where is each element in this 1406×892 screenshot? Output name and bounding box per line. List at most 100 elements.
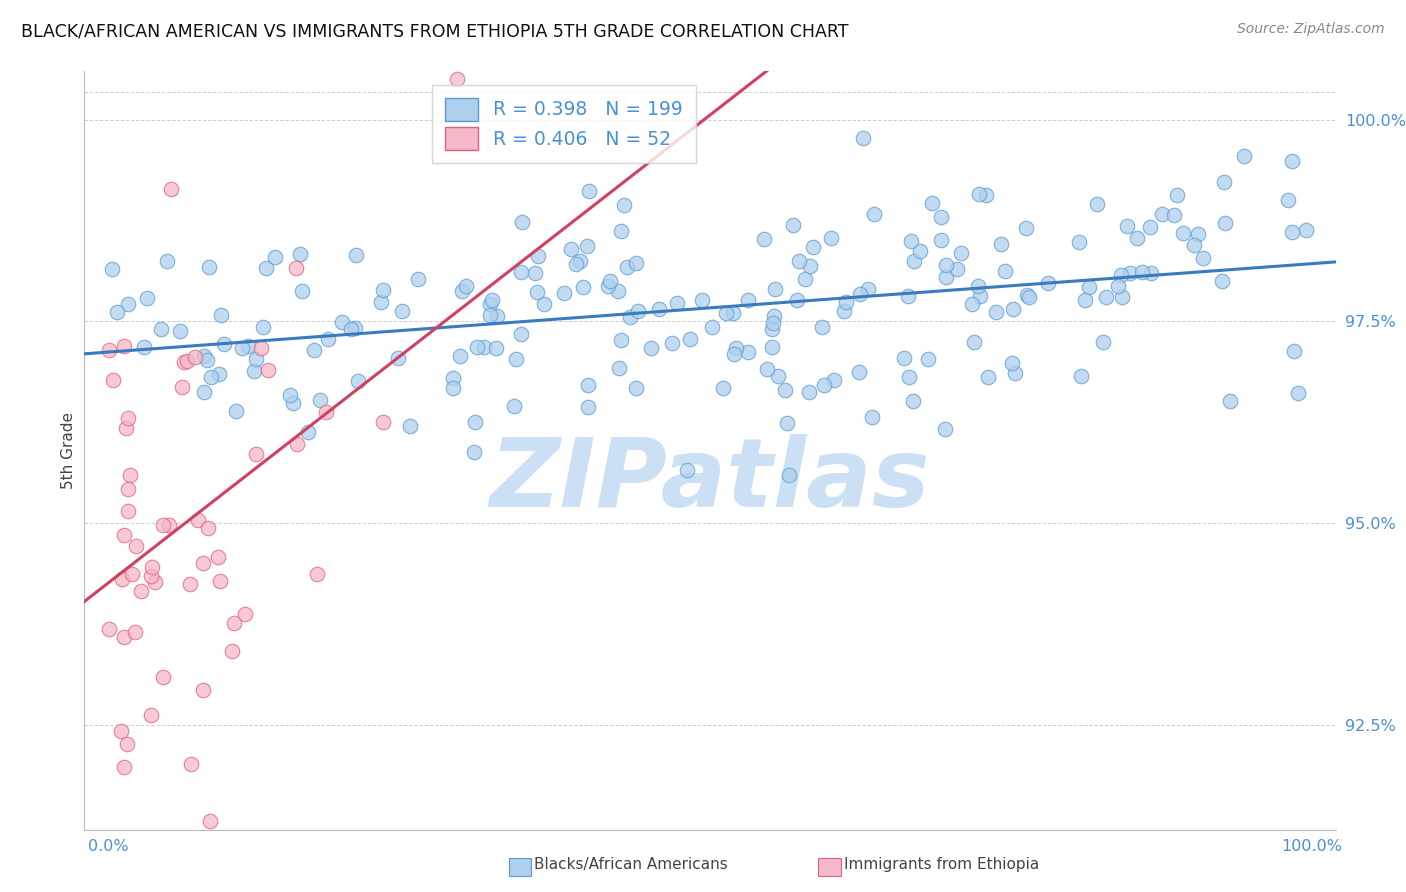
Point [176, 354, 198, 368]
Point [576, 400, 599, 414]
Point [156, 253, 179, 268]
Point [986, 304, 1008, 318]
Point [149, 322, 172, 336]
Point [1284, 344, 1306, 359]
Point [117, 411, 139, 425]
Point [200, 814, 222, 829]
Point [117, 737, 139, 751]
Point [235, 607, 257, 622]
Point [1125, 231, 1147, 245]
Point [398, 419, 420, 434]
Point [141, 569, 163, 583]
Point [370, 295, 392, 310]
Point [527, 248, 550, 262]
Point [1166, 188, 1188, 202]
Point [737, 293, 759, 308]
Point [950, 246, 973, 260]
Point [503, 399, 526, 413]
Point [616, 260, 638, 274]
Point [193, 385, 215, 400]
Point [278, 388, 301, 402]
Point [813, 378, 835, 392]
Point [1163, 208, 1185, 222]
Point [852, 130, 875, 145]
Point [184, 350, 207, 364]
Point [1018, 290, 1040, 304]
Point [472, 340, 495, 354]
Point [1281, 154, 1303, 169]
Point [900, 235, 922, 249]
Point [993, 264, 1015, 278]
Point [304, 343, 326, 357]
Text: BLACK/AFRICAN AMERICAN VS IMMIGRANTS FROM ETHIOPIA 5TH GRADE CORRELATION CHART: BLACK/AFRICAN AMERICAN VS IMMIGRANTS FRO… [21, 22, 849, 40]
Point [1119, 266, 1142, 280]
Point [450, 284, 472, 298]
Point [125, 539, 148, 553]
Point [640, 341, 662, 355]
Point [105, 305, 128, 319]
Point [124, 624, 146, 639]
Point [112, 760, 135, 774]
Point [576, 239, 599, 253]
Point [1295, 223, 1317, 237]
Point [315, 405, 337, 419]
Point [197, 520, 219, 534]
Point [648, 302, 671, 317]
Point [1139, 266, 1161, 280]
Point [768, 368, 790, 383]
Point [823, 373, 845, 387]
Point [242, 364, 264, 378]
Point [1070, 368, 1092, 383]
Point [169, 324, 191, 338]
Point [347, 375, 370, 389]
Point [510, 327, 533, 342]
Point [465, 340, 488, 354]
Point [803, 240, 825, 254]
Point [193, 556, 215, 570]
Point [935, 258, 957, 272]
Point [141, 560, 163, 574]
Point [624, 380, 647, 394]
Point [1139, 219, 1161, 234]
Point [152, 517, 174, 532]
Point [765, 282, 787, 296]
Point [533, 297, 555, 311]
Point [485, 310, 508, 324]
Point [811, 319, 834, 334]
Point [763, 309, 786, 323]
Point [797, 385, 820, 400]
Point [897, 289, 920, 303]
Point [1173, 226, 1195, 240]
Point [1233, 149, 1256, 163]
Point [343, 321, 366, 335]
Point [1015, 220, 1038, 235]
Point [921, 196, 943, 211]
Point [339, 322, 361, 336]
Point [711, 381, 734, 395]
Point [509, 264, 531, 278]
Point [118, 468, 141, 483]
Point [1085, 196, 1108, 211]
Point [117, 297, 139, 311]
Point [903, 254, 925, 268]
Point [966, 279, 988, 293]
Point [569, 253, 592, 268]
Point [143, 575, 166, 590]
Point [193, 349, 215, 363]
Point [714, 306, 737, 320]
Point [111, 572, 134, 586]
Point [510, 214, 533, 228]
Point [481, 293, 503, 307]
Point [754, 232, 776, 246]
Point [129, 583, 152, 598]
Point [929, 211, 952, 225]
Point [209, 574, 232, 589]
Point [152, 670, 174, 684]
Legend: R = 0.398   N = 199, R = 0.406   N = 52: R = 0.398 N = 199, R = 0.406 N = 52 [432, 85, 696, 163]
Point [786, 293, 808, 307]
Point [676, 463, 699, 477]
Point [1069, 235, 1091, 249]
Point [98, 622, 121, 636]
Point [596, 279, 619, 293]
Point [724, 341, 747, 355]
